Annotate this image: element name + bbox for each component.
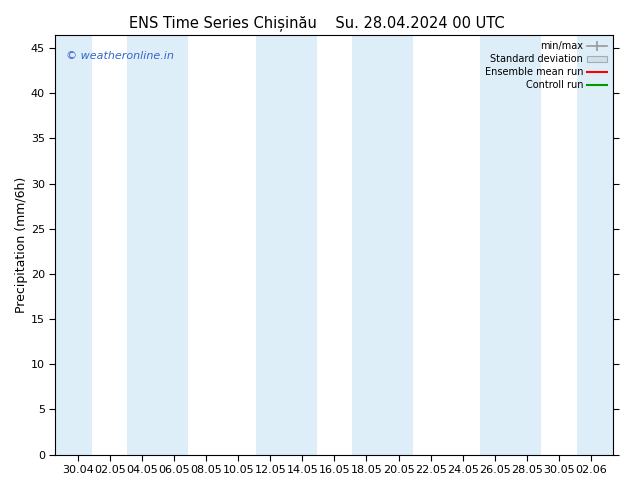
Text: ENS Time Series Chișinău    Su. 28.04.2024 00 UTC: ENS Time Series Chișinău Su. 28.04.2024 … bbox=[129, 15, 505, 30]
Bar bbox=[481, 35, 541, 455]
Bar bbox=[576, 35, 614, 455]
Bar bbox=[352, 35, 413, 455]
Text: © weatheronline.in: © weatheronline.in bbox=[67, 51, 174, 61]
Bar bbox=[55, 35, 92, 455]
Y-axis label: Precipitation (mm/6h): Precipitation (mm/6h) bbox=[15, 176, 28, 313]
Bar bbox=[256, 35, 317, 455]
Bar bbox=[127, 35, 188, 455]
Legend: min/max, Standard deviation, Ensemble mean run, Controll run: min/max, Standard deviation, Ensemble me… bbox=[481, 38, 611, 94]
